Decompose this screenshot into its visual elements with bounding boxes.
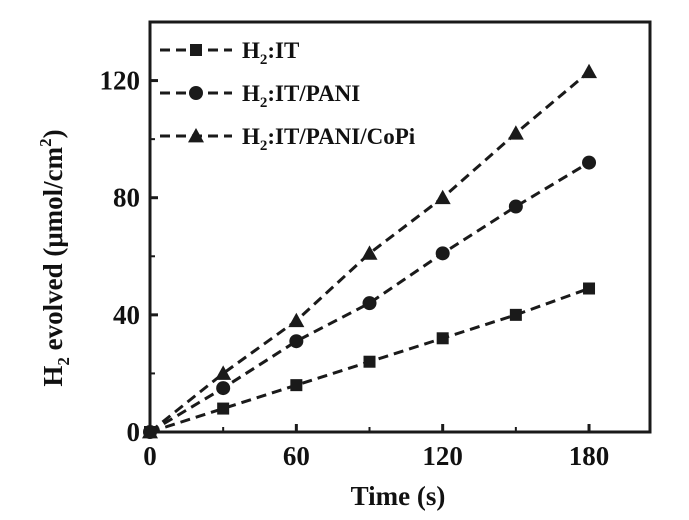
x-axis-title: Time (s) xyxy=(351,481,446,511)
legend-label-a: H xyxy=(242,81,260,106)
data-point-circle xyxy=(289,334,303,348)
data-point-square xyxy=(290,379,302,391)
x-tick-label: 120 xyxy=(422,441,463,471)
data-point-circle xyxy=(363,296,377,310)
plot-area: 0 60 120 180 0 40 80 120 xyxy=(100,22,651,471)
y-axis-title-suffix: ) xyxy=(38,129,68,138)
data-point-circle xyxy=(509,200,523,214)
data-point-circle xyxy=(436,246,450,260)
data-point-triangle xyxy=(435,190,451,204)
data-point-triangle xyxy=(288,313,304,327)
legend-label-b: :IT/PANI/CoPi xyxy=(267,124,415,149)
legend-label: H2:IT/PANI xyxy=(242,81,360,111)
y-axis-title-mid: evolved (μmol/cm xyxy=(38,146,68,357)
x-tick-label: 60 xyxy=(283,441,310,471)
legend-label-a: H xyxy=(242,124,260,149)
y-axis-title-prefix: H xyxy=(38,366,68,387)
data-point-square xyxy=(217,403,229,415)
legend-label-b: :IT xyxy=(267,38,299,63)
legend-marker-circle xyxy=(189,86,203,100)
legend-label-b: :IT/PANI xyxy=(267,81,360,106)
data-point-circle xyxy=(582,156,596,170)
legend-label: H2:IT/PANI/CoPi xyxy=(242,124,416,154)
data-point-circle xyxy=(216,381,230,395)
y-axis-title: H2 evolved (μmol/cm2) xyxy=(36,129,73,386)
y-axis-title-sub: 2 xyxy=(54,357,73,366)
data-point-triangle xyxy=(581,64,597,78)
legend-label-a: H xyxy=(242,38,260,63)
x-tick-label: 180 xyxy=(569,441,610,471)
legend: H2:ITH2:IT/PANIH2:IT/PANI/CoPi xyxy=(160,38,416,154)
y-tick-label: 80 xyxy=(113,183,140,213)
x-tick-label: 0 xyxy=(143,441,157,471)
legend-label-sub: 2 xyxy=(260,138,268,154)
legend-label: H2:IT xyxy=(242,38,299,68)
y-tick-label: 120 xyxy=(100,66,141,96)
data-point-square xyxy=(510,309,522,321)
y-tick-label: 40 xyxy=(113,300,140,330)
legend-marker-square xyxy=(190,44,202,56)
y-tick-label: 0 xyxy=(127,417,141,447)
data-point-square xyxy=(364,356,376,368)
data-point-square xyxy=(583,283,595,295)
y-axis-title-sup: 2 xyxy=(36,138,55,147)
data-point-square xyxy=(437,332,449,344)
legend-label-sub: 2 xyxy=(260,95,268,111)
legend-label-sub: 2 xyxy=(260,52,268,68)
